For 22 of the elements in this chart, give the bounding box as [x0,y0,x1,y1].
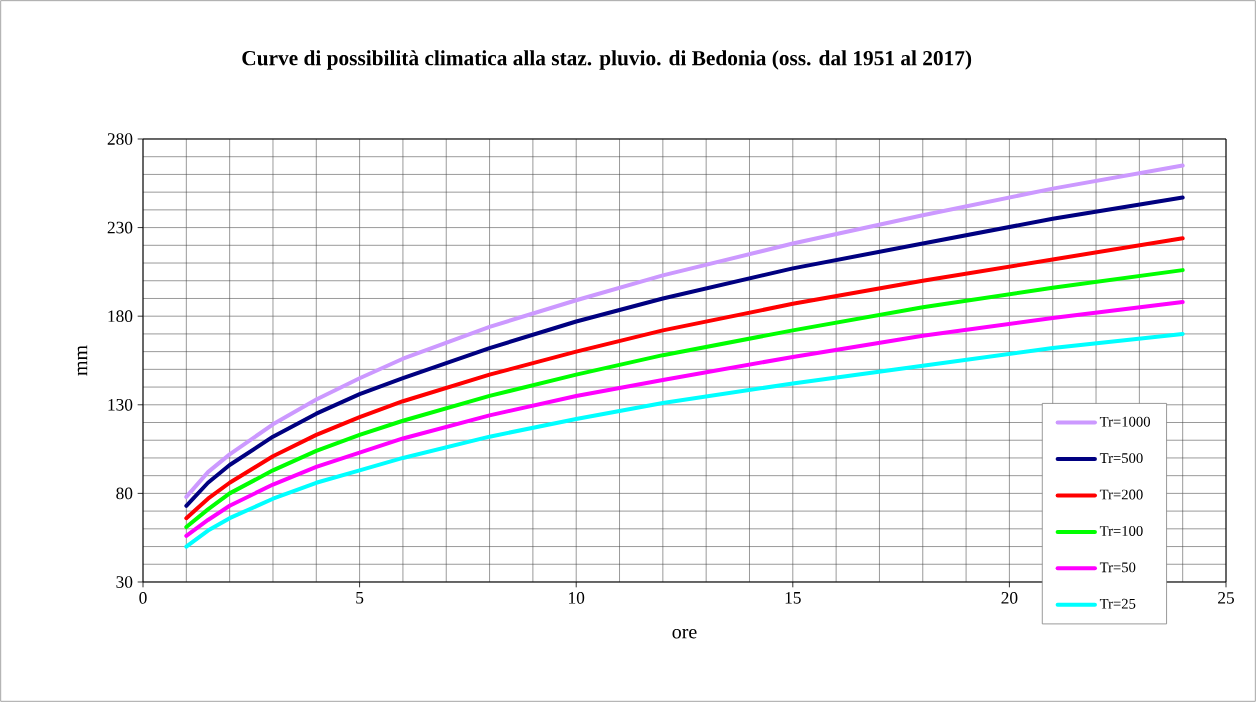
x-tick-label: 0 [139,592,147,604]
y-axis-title: mm [77,345,88,376]
y-tick-label: 30 [116,576,133,588]
legend-label: Tr=100 [1099,526,1143,536]
legend-label: Tr=25 [1099,598,1136,609]
x-axis-title: ore [672,628,697,639]
y-tick-label: 130 [108,398,133,411]
legend-label: Tr=500 [1099,453,1143,464]
x-tick-label: 20 [1001,592,1018,604]
x-tick-label: 5 [356,592,364,604]
legend-label: Tr=50 [1099,562,1136,573]
legend-label: Tr=1000 [1099,416,1151,427]
y-tick-label: 280 [107,133,133,145]
chart-title: Curve di possibilità climatica alla staz. pluvio. di Bedonia (oss. dal 1951 al 2017) [242,50,972,70]
y-tick-label: 180 [108,310,133,323]
x-tick-label: 10 [569,592,585,604]
y-tick-label: 230 [107,221,133,234]
line-series [184,331,1185,549]
legend-label: Tr=200 [1099,489,1143,500]
x-tick-label: 25 [1218,592,1234,604]
x-tick-label: 15 [785,592,801,604]
y-tick-label: 80 [116,487,133,500]
